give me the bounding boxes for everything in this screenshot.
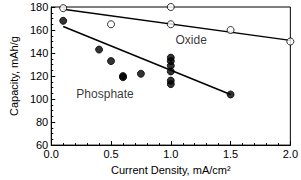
svg-text:100: 100 — [30, 93, 48, 105]
svg-text:Phosphate: Phosphate — [76, 87, 134, 101]
svg-text:Current Density, mA/cm²: Current Density, mA/cm² — [111, 164, 231, 176]
svg-text:0.0: 0.0 — [44, 148, 59, 160]
svg-text:180: 180 — [30, 1, 48, 13]
svg-text:Oxide: Oxide — [175, 33, 207, 47]
svg-text:1.5: 1.5 — [223, 148, 238, 160]
svg-text:1.0: 1.0 — [163, 148, 178, 160]
svg-text:2.0: 2.0 — [283, 148, 298, 160]
svg-text:60: 60 — [36, 139, 49, 152]
svg-text:140: 140 — [30, 47, 48, 59]
svg-text:Capacity, mAh/g: Capacity, mAh/g — [8, 36, 20, 116]
svg-text:160: 160 — [30, 24, 48, 36]
svg-text:120: 120 — [30, 70, 48, 82]
svg-text:80: 80 — [36, 116, 48, 128]
svg-text:0.5: 0.5 — [103, 148, 118, 160]
